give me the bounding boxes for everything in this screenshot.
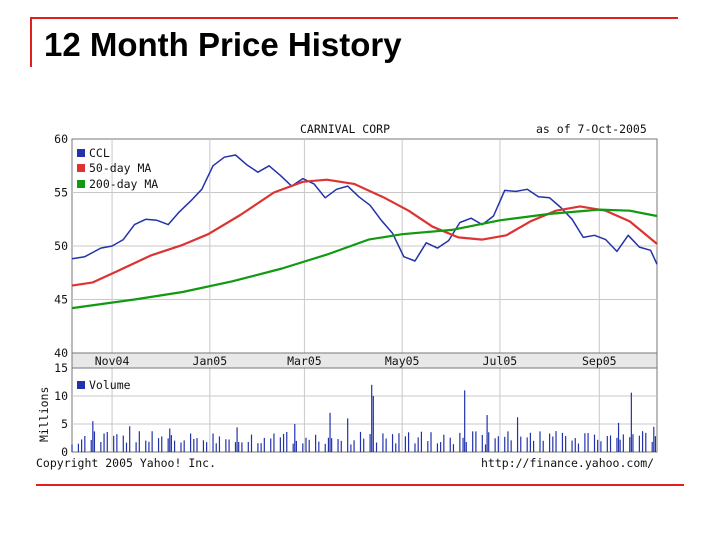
- price-legend: CCL 50-day MA 200-day MA: [77, 146, 158, 191]
- volume-tick-label: 15: [54, 361, 68, 375]
- chart-header-left: CARNIVAL CORP: [300, 122, 390, 136]
- volume-legend: Volume: [77, 378, 131, 392]
- x-tick-label: Sep05: [582, 354, 617, 368]
- x-tick-label: Mar05: [287, 354, 322, 368]
- legend-label-200-day-ma: 200-day MA: [89, 177, 158, 191]
- bottom-rule: [36, 484, 684, 486]
- title-rule-vertical: [30, 17, 32, 67]
- price-lines: [71, 154, 658, 310]
- price-y-ticks: 60 55 50 45 40: [54, 132, 68, 360]
- series-line-ccl: [71, 154, 658, 265]
- volume-plot-area: [71, 367, 658, 453]
- chart-footer-right: http://finance.yahoo.com/: [481, 456, 654, 470]
- x-tick-label: Jan05: [193, 354, 228, 368]
- series-line-200-day-ma: [71, 208, 658, 310]
- price-tick-label: 55: [54, 186, 68, 200]
- price-tick-label: 50: [54, 239, 68, 253]
- volume-tick-label: 10: [54, 389, 68, 403]
- legend-label-50-day-ma: 50-day MA: [89, 161, 151, 175]
- volume-tick-label: 5: [61, 417, 68, 431]
- title-rule-horizontal: [30, 17, 678, 19]
- legend-swatch-200-day-ma: [77, 180, 85, 188]
- chart-header-right: as of 7-Oct-2005: [536, 122, 647, 136]
- price-tick-label: 40: [54, 346, 68, 360]
- legend-swatch-volume: [77, 381, 85, 389]
- x-axis-band: [71, 352, 658, 369]
- volume-y-ticks: 15 10 5 0: [54, 361, 68, 459]
- volume-tick-label: 0: [61, 445, 68, 459]
- price-tick-label: 45: [54, 293, 68, 307]
- volume-bars: [71, 384, 656, 452]
- legend-swatch-ccl: [77, 149, 85, 157]
- x-tick-label: May05: [385, 354, 420, 368]
- legend-label-ccl: CCL: [89, 146, 110, 160]
- series-line-50-day-ma: [71, 178, 658, 287]
- volume-axis-label: Millions: [37, 387, 51, 442]
- x-tick-labels: Nov04 Jan05 Mar05 May05 Jul05 Sep05: [95, 354, 617, 368]
- price-grid: [72, 139, 657, 353]
- x-tick-label: Nov04: [95, 354, 130, 368]
- x-tick-label: Jul05: [483, 354, 518, 368]
- legend-swatch-50-day-ma: [77, 164, 85, 172]
- chart-footer-left: Copyright 2005 Yahoo! Inc.: [36, 456, 216, 470]
- slide-title: 12 Month Price History: [44, 26, 402, 63]
- volume-grid: [72, 368, 657, 452]
- price-tick-label: 60: [54, 132, 68, 146]
- legend-label-volume: Volume: [89, 378, 131, 392]
